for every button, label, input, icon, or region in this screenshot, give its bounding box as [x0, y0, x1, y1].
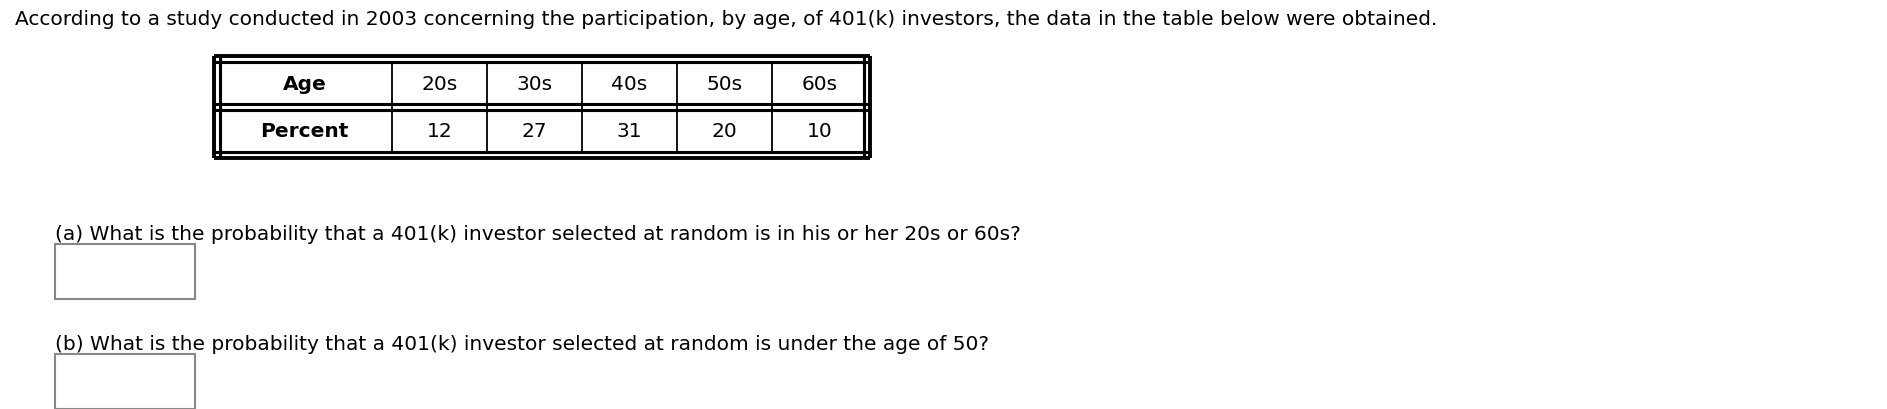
Text: 10: 10 [806, 122, 832, 141]
Text: According to a study conducted in 2003 concerning the participation, by age, of : According to a study conducted in 2003 c… [15, 10, 1438, 29]
Text: 20s: 20s [421, 74, 459, 93]
Text: 40s: 40s [611, 74, 647, 93]
Text: 31: 31 [617, 122, 642, 141]
Text: 20: 20 [711, 122, 738, 141]
Text: (b) What is the probability that a 401(k) investor selected at random is under t: (b) What is the probability that a 401(k… [55, 334, 989, 353]
Bar [55, 245, 194, 299]
Text: 27: 27 [521, 122, 547, 141]
Text: 50s: 50s [706, 74, 743, 93]
Text: 60s: 60s [802, 74, 838, 93]
Bar [55, 354, 194, 409]
Text: 12: 12 [426, 122, 453, 141]
Text: Age: Age [283, 74, 326, 93]
Text: (a) What is the probability that a 401(k) investor selected at random is in his : (a) What is the probability that a 401(k… [55, 225, 1021, 243]
Text: Percent: Percent [260, 122, 349, 141]
Text: 30s: 30s [517, 74, 553, 93]
